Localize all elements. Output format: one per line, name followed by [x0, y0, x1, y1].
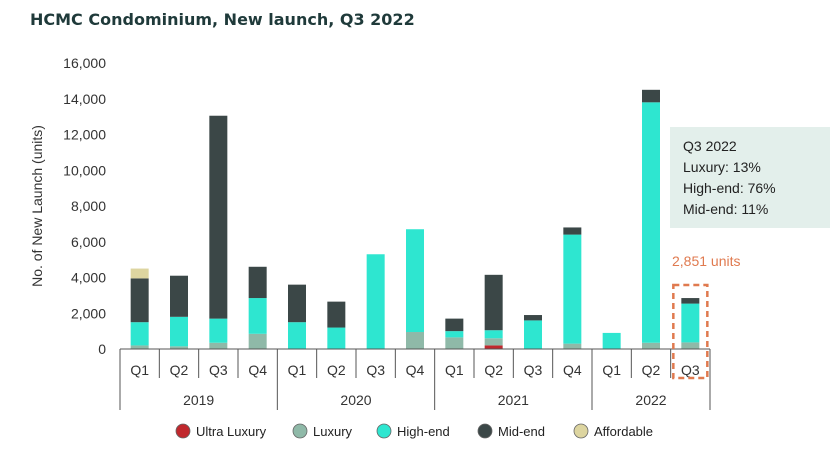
x-tick-label: Q1	[130, 362, 149, 378]
x-tick-label: Q3	[209, 362, 228, 378]
bar-segment	[248, 333, 267, 349]
y-tick-label: 2,000	[71, 305, 106, 321]
year-label: 2020	[340, 392, 371, 408]
y-tick-label: 16,000	[63, 55, 106, 71]
bar-segment	[327, 327, 346, 349]
bar-segment	[130, 278, 149, 323]
bar-segment	[642, 89, 660, 103]
bar-segment	[524, 320, 542, 349]
x-tick-label: Q2	[484, 362, 503, 378]
x-tick-label: Q4	[563, 362, 582, 378]
chart-title: HCMC Condominium, New launch, Q3 2022	[30, 10, 415, 29]
bar-segment	[563, 234, 582, 344]
bar-segment	[484, 338, 503, 346]
year-label: 2022	[635, 392, 666, 408]
bar-segment	[563, 343, 582, 349]
y-tick-label: 6,000	[71, 234, 106, 250]
bar-segment	[170, 346, 188, 349]
y-tick-label: 12,000	[63, 127, 106, 143]
bar-segment	[484, 274, 503, 331]
y-tick-label: 10,000	[63, 162, 106, 178]
x-tick-label: Q2	[642, 362, 661, 378]
x-tick-label: Q1	[602, 362, 621, 378]
x-tick-label: Q3	[524, 362, 543, 378]
bar-segment	[209, 318, 228, 343]
x-tick-label: Q1	[445, 362, 464, 378]
bar-segment	[681, 303, 700, 343]
annotation-line: High-end: 76%	[683, 180, 776, 196]
annotation-line: Mid-end: 11%	[683, 201, 768, 217]
bar-segment	[288, 284, 306, 323]
legend-label: Luxury	[313, 424, 353, 439]
bar-segment	[209, 342, 228, 349]
bar-segment	[248, 298, 267, 334]
legend-label: Ultra Luxury	[196, 424, 267, 439]
legend-label: Mid-end	[498, 424, 545, 439]
bar-segment	[406, 332, 424, 349]
y-axis-label: No. of New Launch (units)	[29, 125, 45, 287]
bar-segment	[170, 316, 188, 347]
bar-segment	[288, 322, 306, 349]
x-tick-label: Q2	[170, 362, 189, 378]
bar-segment	[248, 266, 267, 299]
bar-segment	[642, 102, 660, 343]
legend-marker	[573, 423, 589, 439]
y-tick-label: 0	[98, 341, 106, 357]
x-axis: Q1 Q2 Q3 Q4 Q1 Q2 Q3 Q4 Q1 Q2 Q3 Q4 Q1 Q2 Q3 2019 2020 20…	[119, 348, 711, 410]
bar-segment	[209, 115, 228, 319]
bar-segment	[170, 275, 188, 317]
annotation-box	[670, 127, 830, 228]
year-label: 2019	[183, 392, 214, 408]
x-tick-label: Q3	[681, 362, 700, 378]
bar-segment	[327, 301, 346, 328]
bar-segment	[642, 342, 660, 349]
y-axis: 0 2,000 4,000 6,000 8,000 10,000 12,000 14,000 1…	[29, 55, 106, 357]
bars	[130, 89, 700, 349]
bar-segment	[366, 254, 385, 349]
bar-segment	[563, 227, 582, 235]
bar-segment	[130, 268, 149, 279]
bar-segment	[445, 331, 464, 338]
bar-segment	[484, 330, 503, 339]
legend-marker	[477, 423, 493, 439]
x-tick-label: Q1	[288, 362, 307, 378]
bar-segment	[681, 298, 700, 304]
legend-label: High-end	[397, 424, 450, 439]
x-tick-label: Q4	[406, 362, 425, 378]
bar-segment	[406, 229, 424, 333]
y-tick-label: 14,000	[63, 91, 106, 107]
legend-marker	[376, 423, 392, 439]
legend-label: Affordable	[594, 424, 653, 439]
bar-segment	[445, 318, 464, 332]
x-tick-label: Q2	[327, 362, 346, 378]
highlight-label: 2,851 units	[672, 253, 741, 269]
annotation-line: Q3 2022	[683, 138, 737, 154]
bar-segment	[445, 337, 464, 349]
annotations: 2,851 units Q3 2022 Luxury: 13% High-end: 7…	[670, 127, 830, 380]
bar-segment	[130, 322, 149, 346]
bar-segment	[484, 345, 503, 349]
legend-marker	[292, 423, 308, 439]
bar-segment	[602, 332, 621, 349]
legend: Ultra Luxury Luxury High-end Mid-end Afforda…	[175, 423, 653, 439]
y-tick-label: 4,000	[71, 270, 106, 286]
x-tick-label: Q3	[366, 362, 385, 378]
year-label: 2021	[498, 392, 529, 408]
x-tick-label: Q4	[248, 362, 267, 378]
bar-segment	[130, 345, 149, 349]
annotation-line: Luxury: 13%	[683, 159, 761, 175]
bar-segment	[681, 342, 700, 349]
y-tick-label: 8,000	[71, 198, 106, 214]
bar-segment	[524, 315, 542, 321]
highlight-box	[672, 283, 709, 380]
legend-marker	[175, 423, 191, 439]
